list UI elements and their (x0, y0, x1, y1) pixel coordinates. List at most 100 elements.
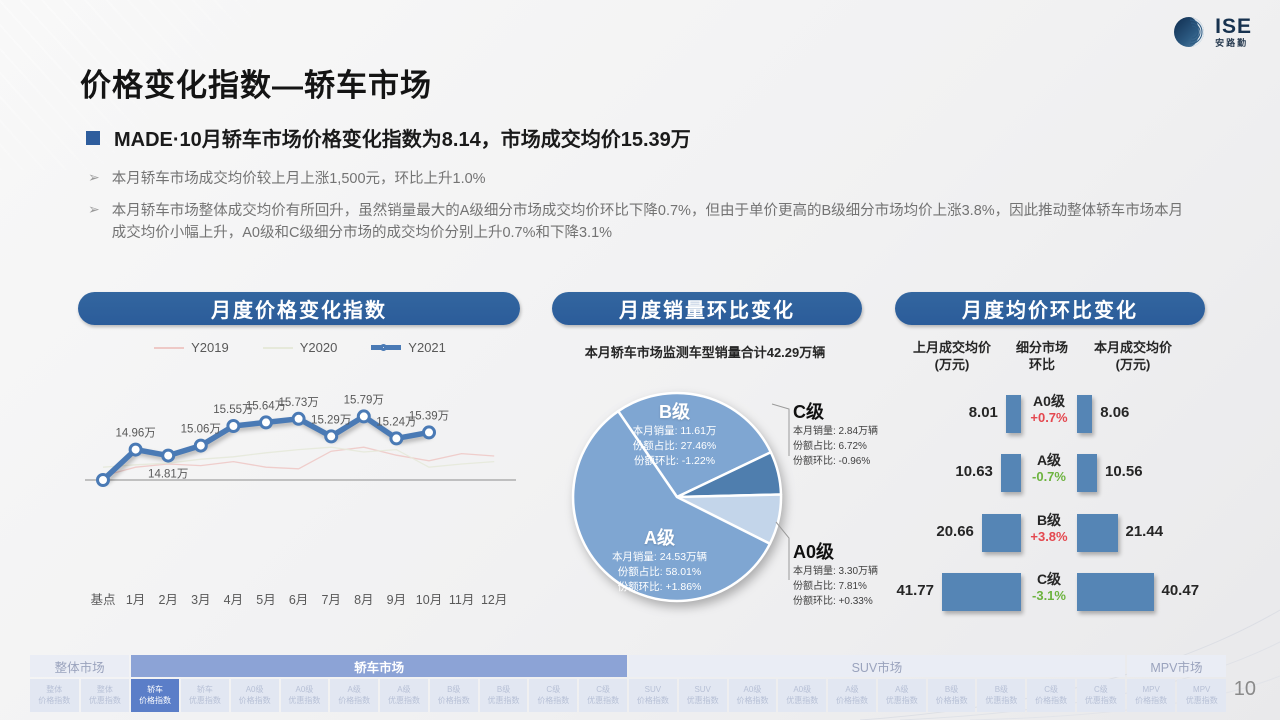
nav-tab-A级-优惠指数[interactable]: A级 优惠指数 (380, 679, 428, 712)
legend-item-Y2020: Y2020 (262, 340, 338, 355)
pie-chart-section-pill: 月度销量环比变化 (552, 292, 862, 325)
mom-change: -0.7% (1032, 468, 1066, 484)
segment-name: C级 (1036, 571, 1062, 587)
nav-tab-C级-优惠指数[interactable]: C级 优惠指数 (1077, 679, 1125, 712)
bar-row-C级: 41.77 C级 -3.1% 40.47 (895, 563, 1210, 621)
prev-price-bar (981, 514, 1021, 552)
globe-logo-icon (1174, 17, 1205, 47)
prev-price-bar (942, 573, 1021, 611)
tab-line2: 优惠指数 (188, 695, 221, 705)
svg-text:1月: 1月 (126, 593, 145, 607)
pie-label-A0级: A0级 本月销量: 3.30万辆 份额占比: 7.81% 份额环比: +0.33% (793, 538, 889, 609)
segment-center-label: A级 -0.7% (1021, 452, 1077, 486)
tab-line1: B级 (944, 685, 959, 695)
segment-center-label: A0级 +0.7% (1021, 393, 1077, 427)
tab-line1: A0级 (295, 685, 314, 695)
prev-price-bar (1005, 395, 1021, 433)
company-logo: ISE 安路勤 (1169, 12, 1252, 52)
nav-tab-轿车-优惠指数[interactable]: 轿车 优惠指数 (180, 679, 229, 712)
nav-tab-整体-价格指数[interactable]: 整体 价格指数 (30, 679, 79, 712)
nav-tab-A0级-价格指数[interactable]: A0级 价格指数 (230, 679, 279, 712)
nav-tab-A级-价格指数[interactable]: A级 价格指数 (330, 679, 379, 712)
segment-name: A0级 (1033, 393, 1065, 409)
nav-tab-A级-优惠指数[interactable]: A级 优惠指数 (877, 679, 926, 712)
svg-text:14.81万: 14.81万 (148, 469, 188, 481)
bar-row-A0级: 8.01 A0级 +0.7% 8.06 (895, 385, 1210, 443)
tab-line1: C级 (546, 685, 561, 695)
segment-stat: 份额占比: 7.81% (793, 581, 867, 592)
nav-tab-A0级-价格指数[interactable]: A0级 价格指数 (728, 679, 777, 712)
segment-stat: 本月销量: 2.84万辆 (793, 426, 879, 437)
nav-tab-SUV-价格指数[interactable]: SUV 价格指数 (629, 679, 677, 712)
mom-change: +0.7% (1030, 409, 1068, 425)
segment-center-label: B级 +3.8% (1021, 512, 1077, 546)
nav-section-band[interactable]: SUV市场 (629, 655, 1125, 677)
nav-section-band[interactable]: MPV市场 (1126, 655, 1226, 677)
avg-price-comparison-panel: 上月成交均价 (万元) 细分市场 环比 本月成交均价 (万元) 8.01 A0级 +0.7… (895, 338, 1210, 628)
tab-line1: A级 (397, 685, 411, 695)
arrow-bullet-icon: ➢ (88, 201, 100, 217)
svg-text:15.06万: 15.06万 (181, 424, 221, 436)
nav-tab-A0级-优惠指数[interactable]: A0级 优惠指数 (778, 679, 827, 712)
svg-text:8月: 8月 (354, 593, 373, 607)
tab-line2: 优惠指数 (487, 695, 520, 705)
segment-stat: 份额环比: -0.96% (793, 456, 871, 467)
nav-tab-B级-优惠指数[interactable]: B级 优惠指数 (977, 679, 1026, 712)
nav-section-band[interactable]: 整体市场 (30, 655, 130, 677)
tab-line1: 轿车 (147, 685, 164, 695)
nav-section-SUV市场: SUV市场 SUV 价格指数 SUV 优惠指数 A0级 价格指数 A0级 优惠指数 A级 价格指数 A… (629, 655, 1125, 712)
nav-tab-B级-价格指数[interactable]: B级 价格指数 (429, 679, 478, 712)
nav-tab-row: MPV 价格指数 MPV 优惠指数 (1126, 679, 1227, 712)
svg-text:15.79万: 15.79万 (344, 394, 384, 406)
svg-text:5月: 5月 (256, 593, 275, 607)
nav-tab-SUV-优惠指数[interactable]: SUV 优惠指数 (678, 679, 727, 712)
tab-line1: A级 (895, 685, 909, 695)
legend-item-Y2021: Y2021 (371, 340, 446, 355)
segment-stat: 本月销量: 3.30万辆 (793, 566, 879, 577)
nav-section-band[interactable]: 轿车市场 (131, 655, 627, 677)
page-title: 价格变化指数—轿车市场 (80, 68, 432, 103)
nav-tab-C级-价格指数[interactable]: C级 价格指数 (529, 679, 578, 712)
nav-tab-轿车-价格指数[interactable]: 轿车 价格指数 (131, 679, 179, 712)
tab-line1: SUV (644, 685, 662, 695)
prev-price-value: 8.01 (968, 404, 998, 421)
curr-price-bar (1077, 454, 1097, 492)
line-chart-legend: Y2019 Y2020 Y2021 (80, 340, 520, 355)
sub-bullet-2-text: 本月轿车市场整体成交均价有所回升，虽然销量最大的A级细分市场成交均价环比下降0.… (111, 203, 1184, 242)
legend-label: Y2020 (299, 340, 338, 355)
sub-bullet-1-text: 本月轿车市场成交均价较上月上涨1,500元，环比上升1.0% (111, 171, 486, 187)
prev-price-value: 41.77 (896, 582, 934, 599)
segment-center-label: C级 -3.1% (1021, 571, 1077, 605)
nav-tab-整体-优惠指数[interactable]: 整体 优惠指数 (80, 679, 130, 712)
tab-line2: 价格指数 (437, 695, 470, 705)
nav-tab-MPV-优惠指数[interactable]: MPV 优惠指数 (1177, 679, 1227, 712)
segment-stat: 份额占比: 6.72% (793, 441, 867, 452)
tab-line1: B级 (447, 685, 461, 695)
svg-text:15.24万: 15.24万 (376, 416, 416, 428)
bar-row-A级: 10.63 A级 -0.7% 10.56 (895, 444, 1210, 502)
tab-line2: 优惠指数 (1185, 695, 1218, 705)
nav-tab-A级-价格指数[interactable]: A级 价格指数 (828, 679, 876, 712)
nav-tab-C级-价格指数[interactable]: C级 价格指数 (1027, 679, 1076, 712)
tab-line2: 价格指数 (935, 695, 968, 705)
svg-text:3月: 3月 (191, 593, 210, 607)
svg-text:4月: 4月 (224, 593, 243, 607)
tab-line2: 优惠指数 (387, 695, 420, 705)
tab-line2: 价格指数 (238, 695, 271, 705)
nav-tab-MPV-价格指数[interactable]: MPV 价格指数 (1126, 679, 1176, 712)
nav-tab-A0级-优惠指数[interactable]: A0级 优惠指数 (280, 679, 329, 712)
tab-line1: C级 (1044, 685, 1059, 695)
bar-column-header: 本月成交均价 (万元) (1093, 340, 1172, 372)
bar-row-B级: 20.66 B级 +3.8% 21.44 (895, 504, 1210, 562)
nav-section-整体市场: 整体市场 整体 价格指数 整体 优惠指数 (30, 655, 130, 712)
nav-tab-B级-优惠指数[interactable]: B级 优惠指数 (479, 679, 528, 712)
tab-line1: A级 (845, 685, 859, 695)
legend-swatch (154, 346, 185, 349)
nav-tab-B级-价格指数[interactable]: B级 价格指数 (927, 679, 976, 712)
nav-tab-C级-优惠指数[interactable]: C级 优惠指数 (579, 679, 627, 712)
tab-line2: 价格指数 (38, 695, 71, 705)
tab-line1: 整体 (96, 685, 113, 695)
tab-line1: 轿车 (196, 685, 213, 695)
